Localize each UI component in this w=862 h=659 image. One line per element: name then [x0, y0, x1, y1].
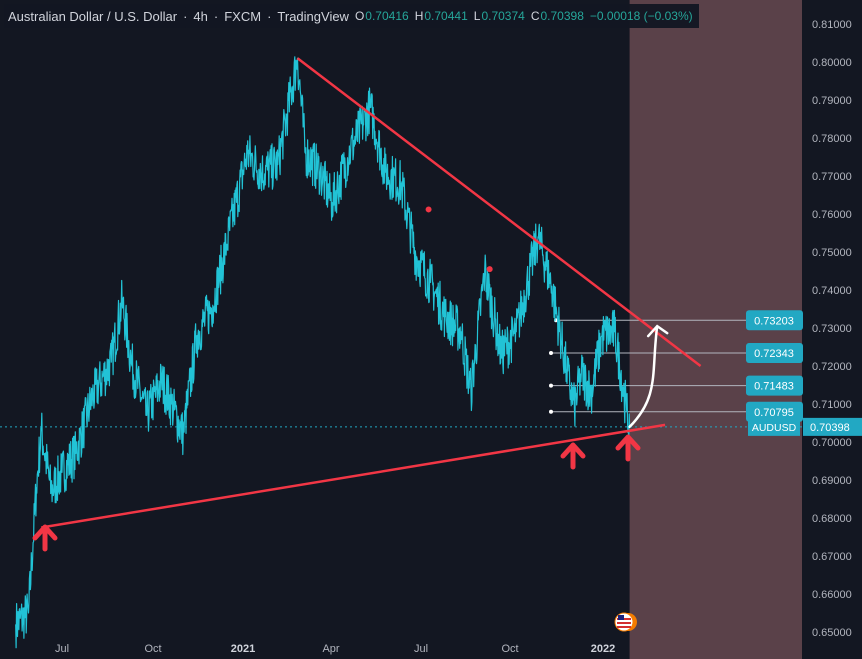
price-series-line — [15, 56, 631, 649]
last-price-text: 0.70398 — [810, 422, 850, 434]
x-tick-label: Apr — [322, 643, 339, 655]
y-tick-label: 0.65000 — [812, 627, 852, 639]
symbol-tag-text: AUDUSD — [752, 422, 797, 434]
symbol-tag: AUDUSD — [748, 417, 800, 436]
us-flag-icon[interactable] — [614, 612, 637, 632]
ohlc-key: O — [354, 9, 365, 23]
y-tick-label: 0.72000 — [812, 361, 852, 373]
y-tick-label: 0.68000 — [812, 513, 852, 525]
support-trendline[interactable] — [41, 423, 666, 529]
level-anchor — [549, 409, 553, 414]
interval-label[interactable]: 4h — [193, 8, 208, 24]
symbol-title[interactable]: Australian Dollar / U.S. Dollar — [8, 8, 178, 24]
x-tick-label: 2021 — [231, 643, 255, 655]
x-tick-label: 2022 — [591, 643, 615, 655]
ohlc-key: C — [530, 9, 540, 23]
ohlc-value: 0.70441 — [424, 9, 468, 23]
y-tick-label: 0.75000 — [812, 247, 852, 259]
slash-separator: · — [267, 8, 272, 24]
price-level-text: 0.71483 — [754, 381, 794, 393]
level-anchor — [549, 383, 553, 388]
x-tick-label: Jul — [55, 643, 69, 655]
y-tick-label: 0.77000 — [812, 171, 852, 183]
price-level-label[interactable]: 0.70795 — [746, 401, 803, 422]
resistance-trendline[interactable] — [296, 57, 702, 367]
ohlc-low: L 0.70374 — [474, 9, 525, 23]
y-tick-label: 0.74000 — [812, 285, 852, 297]
y-tick-label: 0.79000 — [812, 95, 852, 107]
x-tick-label: Oct — [144, 643, 161, 655]
curved-arrow-icon — [628, 324, 669, 429]
ohlc-value: 0.70398 — [540, 9, 584, 23]
price-level-text: 0.70795 — [754, 407, 794, 419]
provider-label: TradingView — [277, 8, 349, 24]
y-tick-label: 0.81000 — [812, 19, 852, 31]
price-level-label[interactable]: 0.73203 — [746, 310, 803, 331]
level-anchor — [549, 350, 553, 355]
y-tick-label: 0.66000 — [812, 589, 852, 601]
ohlc-key: H — [414, 9, 424, 23]
y-tick-label: 0.73000 — [812, 323, 852, 335]
slash-separator: · — [213, 8, 219, 24]
ohlc-values: O 0.70416 H 0.70441 L 0.70374 C 0.70398 −0.0… — [355, 9, 693, 23]
ohlc-high: H 0.70441 — [415, 9, 468, 23]
slash-separator: · — [183, 8, 188, 24]
y-tick-label: 0.76000 — [812, 209, 852, 221]
price-axis[interactable] — [802, 0, 862, 659]
exchange-label: FXCM — [224, 8, 262, 24]
x-tick-label: Oct — [501, 643, 518, 655]
price-level-label[interactable]: 0.71483 — [746, 375, 803, 396]
x-tick-label: Jul — [414, 643, 428, 655]
symbol-legend: Australian Dollar / U.S. Dollar · 4h · F… — [4, 4, 699, 28]
y-tick-label: 0.78000 — [812, 133, 852, 145]
y-tick-label: 0.67000 — [812, 551, 852, 563]
up-arrow-icon — [615, 434, 641, 462]
ohlc-close: C 0.70398 — [531, 9, 584, 23]
price-level-text: 0.73203 — [754, 315, 794, 327]
up-arrow-icon — [32, 524, 58, 552]
y-tick-label: 0.69000 — [812, 475, 852, 487]
price-level-text: 0.72343 — [754, 348, 794, 360]
ohlc-value: 0.70416 — [365, 9, 409, 23]
signal-dot — [486, 266, 493, 273]
y-tick-label: 0.71000 — [812, 399, 852, 411]
ohlc-key: L — [473, 9, 481, 23]
ohlc-open: O 0.70416 — [355, 9, 409, 23]
ohlc-value: 0.70374 — [481, 9, 525, 23]
signal-dot — [425, 206, 432, 213]
y-tick-label: 0.80000 — [812, 57, 852, 69]
up-arrow-icon — [560, 442, 586, 470]
price-change: −0.00018 (−0.03%) — [589, 9, 693, 23]
last-price-label: 0.70398 — [803, 417, 862, 436]
y-tick-label: 0.70000 — [812, 437, 852, 449]
price-level-label[interactable]: 0.72343 — [746, 342, 803, 363]
